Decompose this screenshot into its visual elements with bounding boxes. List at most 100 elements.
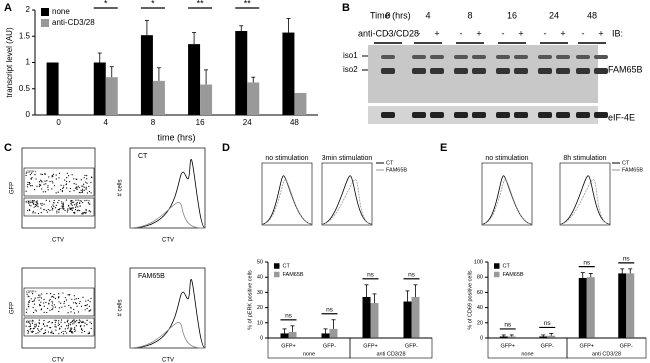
band xyxy=(381,112,395,118)
dot xyxy=(71,174,73,176)
y-tick-label: 0 xyxy=(260,335,263,341)
dot xyxy=(76,188,78,191)
dot xyxy=(33,327,35,329)
dot xyxy=(61,202,63,204)
axis-label: CTV xyxy=(162,238,174,244)
dot xyxy=(45,209,47,212)
dot xyxy=(79,320,81,322)
band xyxy=(556,55,570,59)
y-tick-label: 0 xyxy=(26,110,31,119)
dot xyxy=(74,208,77,211)
group-label: anti CD3/28 xyxy=(376,351,405,357)
dot xyxy=(29,300,31,302)
dot xyxy=(55,326,57,328)
dot xyxy=(90,297,92,300)
dot xyxy=(73,319,75,321)
significance-label: * xyxy=(151,0,155,8)
dot xyxy=(61,201,63,203)
dot xyxy=(31,322,34,324)
dot xyxy=(47,208,49,211)
legend-label: CT xyxy=(622,160,630,166)
dot xyxy=(49,180,51,183)
significance-label: ns xyxy=(285,313,293,320)
dot xyxy=(74,212,76,214)
dot xyxy=(27,329,29,332)
dot xyxy=(27,321,30,323)
dot xyxy=(26,293,28,295)
y-tick-label: 50 xyxy=(257,259,263,265)
dot xyxy=(74,298,76,300)
y-tick-label: 20 xyxy=(257,305,263,311)
band xyxy=(381,68,395,74)
dot xyxy=(58,211,60,213)
bar xyxy=(140,35,153,116)
histogram xyxy=(481,179,533,225)
dot xyxy=(81,185,83,187)
dot xyxy=(35,204,38,206)
axis-label: CTV xyxy=(52,358,64,363)
group-box xyxy=(566,337,647,359)
dot xyxy=(51,209,53,211)
dot xyxy=(27,331,30,333)
dot xyxy=(82,296,84,298)
dot xyxy=(82,185,84,187)
dot xyxy=(73,312,76,314)
group-label: anti CD3/28 xyxy=(592,351,621,357)
dot xyxy=(31,331,33,334)
dot xyxy=(60,321,62,323)
dot xyxy=(70,331,72,333)
plot-frame xyxy=(129,147,206,229)
bar xyxy=(93,62,106,115)
dot xyxy=(59,189,62,191)
dot xyxy=(25,174,27,177)
dot xyxy=(51,174,53,177)
dot xyxy=(54,306,56,308)
dot xyxy=(90,192,92,194)
dot xyxy=(73,201,75,203)
dot xyxy=(61,306,63,308)
treatment-sign: - xyxy=(544,28,547,38)
dot xyxy=(27,303,29,305)
dot xyxy=(51,180,53,182)
dot xyxy=(41,202,43,205)
dot xyxy=(73,328,75,330)
gate-label: GFP+ xyxy=(26,169,37,174)
axis-label: GFP xyxy=(10,302,16,314)
dot xyxy=(58,301,60,303)
dot xyxy=(81,190,84,192)
dot xyxy=(66,320,68,322)
dot xyxy=(28,209,31,211)
band xyxy=(381,55,395,59)
y-axis-label: % of pERK positive cells xyxy=(247,270,253,330)
band xyxy=(514,68,528,74)
significance-label: ns xyxy=(623,256,631,263)
dot xyxy=(58,310,60,313)
dot xyxy=(33,189,36,191)
dot xyxy=(50,327,52,329)
bar xyxy=(280,333,289,338)
treatment-sign: - xyxy=(582,28,585,38)
band xyxy=(496,112,510,118)
treatment-label: anti-CD3/CD28 xyxy=(358,28,419,38)
dot xyxy=(33,311,35,314)
dot xyxy=(28,183,30,185)
dot xyxy=(30,327,32,330)
dot xyxy=(90,309,92,311)
dot xyxy=(25,172,27,174)
dot xyxy=(40,179,42,181)
dot xyxy=(51,304,53,306)
axis-label: CTV xyxy=(52,238,64,244)
dot xyxy=(77,209,79,211)
dot xyxy=(40,211,42,214)
dot xyxy=(53,293,55,296)
histogram xyxy=(129,322,206,349)
dot xyxy=(25,325,27,327)
dot xyxy=(35,178,37,180)
y-tick-label: 40 xyxy=(477,305,483,311)
dot xyxy=(46,325,49,327)
band xyxy=(514,112,528,118)
dot xyxy=(32,201,34,203)
dot xyxy=(65,180,68,183)
dot xyxy=(33,303,36,305)
dot xyxy=(32,210,34,213)
